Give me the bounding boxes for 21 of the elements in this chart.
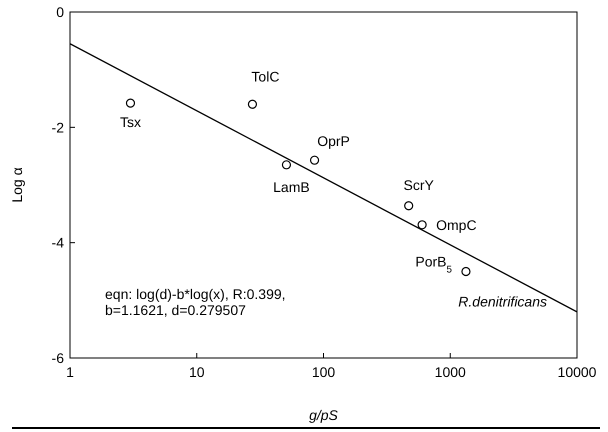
x-axis-title: g/pS (309, 407, 339, 423)
x-tick-label: 1000 (434, 364, 466, 380)
x-tick-label: 1 (66, 364, 74, 380)
annotation: eqn: log(d)-b*log(x), R:0.399, (105, 286, 286, 302)
annotation: Tsx (120, 114, 141, 130)
y-tick-label: -6 (52, 350, 64, 366)
annotation: b=1.1621, d=0.279507 (105, 302, 246, 318)
annotation: R.denitrificans (458, 294, 547, 310)
x-tick-label: 10 (188, 364, 205, 380)
y-tick-label: -4 (52, 234, 64, 251)
annotation: TolC (251, 68, 280, 84)
annotation: OmpC (436, 216, 477, 233)
y-tick-label: -2 (52, 119, 64, 136)
x-tick-label: 100 (312, 364, 336, 380)
y-axis-title: Log α (9, 167, 25, 203)
y-tick-label: 0 (56, 4, 64, 20)
annotation: PorB$_{5}$ (415, 254, 452, 275)
x-tick-label: 10000 (558, 364, 597, 380)
annotation: ScrY (404, 176, 435, 193)
annotation: OprP (317, 133, 350, 150)
annotation: LamB (273, 178, 310, 195)
